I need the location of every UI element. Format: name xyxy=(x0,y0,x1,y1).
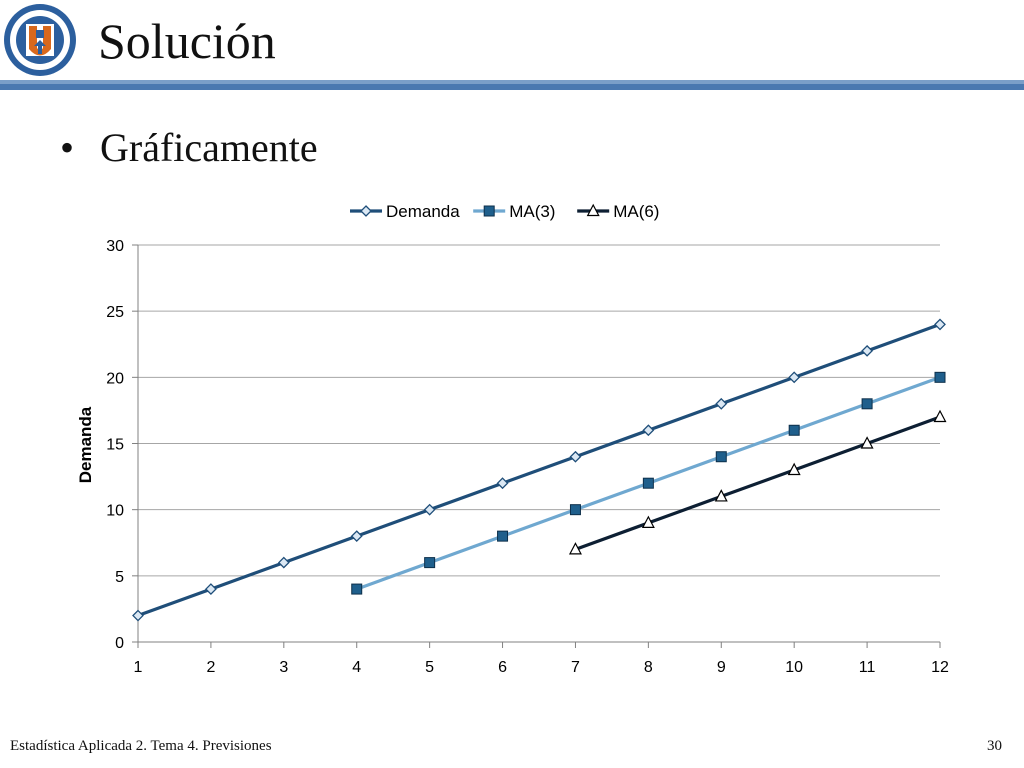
data-point xyxy=(350,530,363,543)
x-tick-label: 3 xyxy=(279,659,288,676)
data-point xyxy=(934,318,946,331)
data-point xyxy=(351,583,363,595)
y-tick-label: 15 xyxy=(106,437,124,454)
x-tick-label: 6 xyxy=(498,659,507,676)
y-tick-label: 10 xyxy=(106,503,124,520)
data-point xyxy=(497,530,509,542)
bullet-dot-icon: • xyxy=(60,125,75,170)
legend-marker xyxy=(483,205,495,217)
series-2 xyxy=(351,371,946,595)
legend-marker xyxy=(360,205,372,217)
x-tick-label: 1 xyxy=(134,659,143,676)
data-point xyxy=(788,371,801,384)
legend: Demanda MA(3) MA(6) xyxy=(350,202,659,221)
data-point xyxy=(715,451,727,463)
data-point xyxy=(861,344,874,357)
data-point xyxy=(568,542,582,555)
data-point xyxy=(569,504,581,516)
legend-label: MA(6) xyxy=(613,202,659,221)
x-tick-label: 10 xyxy=(785,659,803,676)
x-tick-label: 7 xyxy=(571,659,580,676)
data-point xyxy=(860,436,874,449)
data-point xyxy=(642,424,655,437)
data-point xyxy=(641,515,655,528)
data-point xyxy=(861,398,873,410)
series-line xyxy=(137,322,941,618)
series-3 xyxy=(568,409,947,555)
y-tick-label: 20 xyxy=(106,370,124,387)
legend-label: Demanda xyxy=(386,202,460,221)
data-point xyxy=(132,609,144,622)
series-1 xyxy=(132,318,946,622)
series-group xyxy=(132,318,947,622)
y-tick-label: 30 xyxy=(106,238,124,255)
data-point xyxy=(934,371,946,383)
data-point xyxy=(933,409,947,423)
title-divider-light xyxy=(0,80,1024,84)
bullet-text: Gráficamente xyxy=(100,125,318,170)
y-tick-label: 0 xyxy=(115,635,124,652)
data-point xyxy=(204,583,217,595)
x-tick-label: 9 xyxy=(717,659,726,676)
data-point xyxy=(642,477,654,489)
data-point xyxy=(277,556,290,569)
title-divider-dark xyxy=(0,84,1024,90)
data-point xyxy=(424,557,436,569)
x-tick-label: 2 xyxy=(206,659,215,676)
grid-lines xyxy=(138,244,940,577)
university-logo xyxy=(4,4,76,76)
legend-item-3: MA(6) xyxy=(577,202,659,221)
legend-marker xyxy=(586,203,600,217)
data-point xyxy=(787,462,801,476)
data-point xyxy=(788,424,800,436)
data-point xyxy=(569,450,582,463)
data-point xyxy=(714,489,728,502)
y-tick-label: 5 xyxy=(115,569,124,586)
slide-title: Solución xyxy=(98,13,276,69)
data-point xyxy=(423,503,436,516)
page-number: 30 xyxy=(987,738,1002,754)
series-line xyxy=(574,415,941,551)
x-tick-label: 12 xyxy=(931,659,949,676)
bullet-item: • Gráficamente xyxy=(60,120,318,176)
y-tick-label: 25 xyxy=(106,304,124,321)
legend-item-1: Demanda xyxy=(350,202,460,221)
x-tick-label: 11 xyxy=(859,659,876,676)
data-point xyxy=(496,477,509,490)
y-axis-label: Demanda xyxy=(76,406,95,483)
legend-label: MA(3) xyxy=(509,202,555,221)
legend-item-2: MA(3) xyxy=(473,202,555,221)
x-tick-label: 4 xyxy=(352,659,361,676)
x-tick-label: 5 xyxy=(425,659,434,676)
x-tick-label: 8 xyxy=(644,659,653,676)
data-point xyxy=(715,397,728,410)
footer-text: Estadística Aplicada 2. Tema 4. Previsio… xyxy=(10,738,272,754)
